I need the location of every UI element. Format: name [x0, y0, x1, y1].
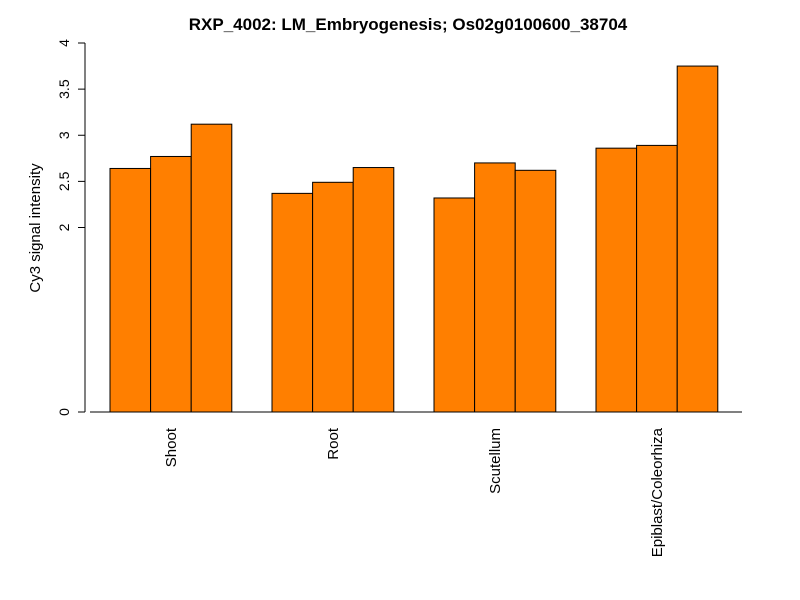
bar — [150, 155, 192, 413]
y-tick-label: 3.5 — [56, 79, 72, 99]
chart-title: RXP_4002: LM_Embryogenesis; Os02g0100600… — [189, 15, 628, 34]
bar — [595, 147, 638, 413]
bar — [676, 65, 719, 413]
category-label: Shoot — [163, 427, 180, 467]
bar — [636, 144, 678, 413]
category-label: Epiblast/Coleorhiza — [649, 427, 666, 557]
y-tick-label: 0 — [56, 408, 72, 416]
bar — [514, 169, 557, 413]
y-axis: 0 2 2.5 3 3.5 4 — [56, 39, 86, 416]
bar — [271, 192, 314, 413]
bar — [312, 181, 354, 413]
bars — [109, 65, 719, 413]
category-label: Root — [325, 427, 342, 460]
bar — [352, 167, 395, 413]
bar — [474, 162, 516, 413]
y-tick-label: 4 — [56, 39, 72, 47]
category-labels: Shoot Root Scutellum Epiblast/Coleorhiza — [163, 427, 666, 557]
y-tick-label: 2 — [56, 223, 72, 231]
y-tick-label: 3 — [56, 131, 72, 139]
bar — [190, 123, 233, 413]
y-tick-label: 2.5 — [56, 171, 72, 191]
bar — [109, 167, 152, 413]
y-axis-title: Cy3 signal intensity — [27, 163, 44, 293]
category-label: Scutellum — [487, 428, 504, 494]
bar — [433, 197, 476, 413]
